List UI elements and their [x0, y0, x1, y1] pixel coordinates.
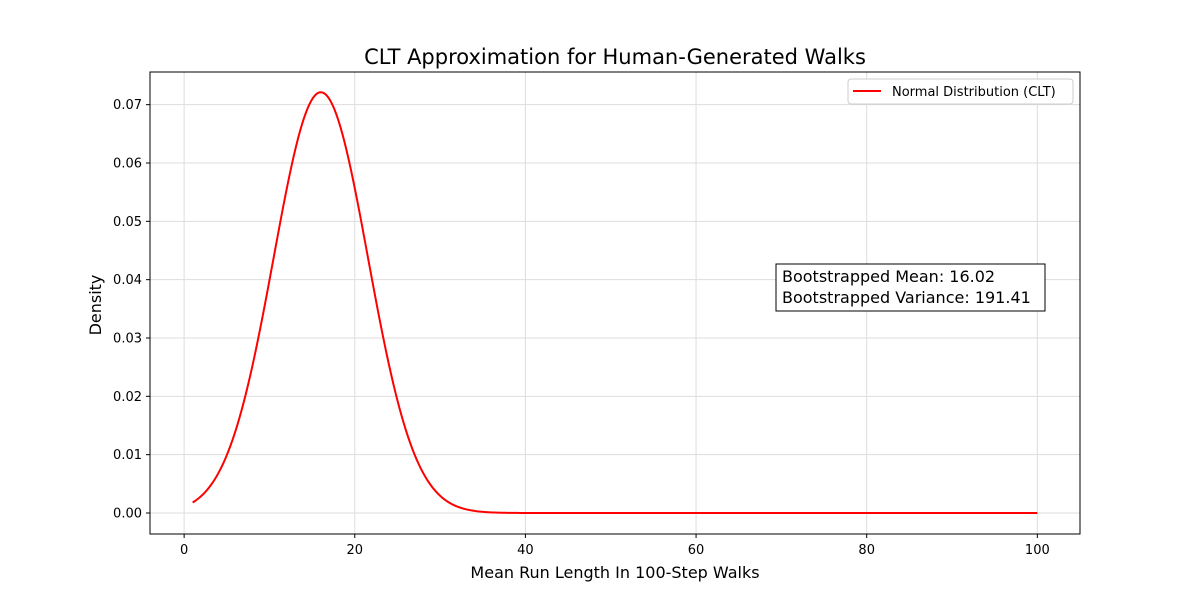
y-tick-label: 0.01 [113, 448, 142, 463]
legend-frame [847, 78, 1074, 105]
annotation-box [775, 263, 1046, 312]
y-tick-label: 0.00 [113, 507, 142, 522]
legend: Normal Distribution (CLT) [847, 78, 1074, 105]
stats-annotation: Bootstrapped Mean: 16.02 Bootstrapped Va… [775, 263, 1046, 312]
x-tick-label: 60 [688, 543, 705, 558]
x-tick-label: 0 [180, 543, 188, 558]
x-tick-label: 20 [346, 543, 363, 558]
y-tick-label: 0.06 [113, 157, 142, 172]
y-axis-label: Density [86, 275, 105, 336]
y-tick-label: 0.07 [113, 98, 142, 113]
y-tick-label: 0.03 [113, 332, 142, 347]
y-tick-label: 0.02 [113, 390, 142, 405]
annotation-variance: Bootstrapped Variance: 191.41 [782, 288, 1031, 307]
x-tick-label: 80 [858, 543, 875, 558]
x-tick-label: 40 [517, 543, 534, 558]
chart-title: CLT Approximation for Human-Generated Wa… [364, 45, 866, 69]
x-axis-label: Mean Run Length In 100-Step Walks [470, 563, 759, 582]
series-line [192, 91, 1038, 514]
annotation-mean: Bootstrapped Mean: 16.02 [782, 267, 995, 286]
ticks: 0 20 40 60 80 100 0.00 0.01 0.02 0.03 0.04 0.05 0.06… [113, 98, 1050, 558]
axes-frame [149, 71, 1081, 535]
y-tick-label: 0.05 [113, 215, 142, 230]
plot-area [192, 91, 1038, 514]
x-tick-label: 100 [1025, 543, 1050, 558]
legend-label: Normal Distribution (CLT) [892, 85, 1056, 100]
y-tick-label: 0.04 [113, 273, 142, 288]
